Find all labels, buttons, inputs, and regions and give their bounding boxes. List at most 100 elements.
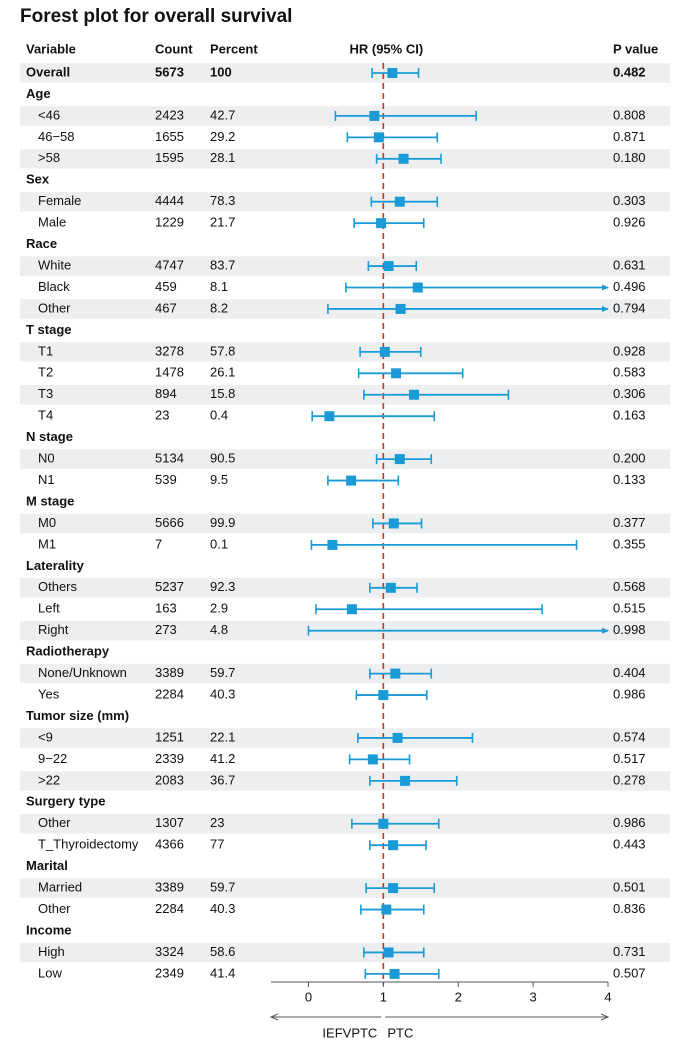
row-percent: 41.4 [210,965,235,980]
row-band [20,63,670,83]
row-label: Left [38,601,60,616]
row-label: White [38,257,71,272]
row-p-value: 0.986 [613,815,646,830]
group-header: T stage [26,322,72,337]
hr-marker [409,389,420,400]
row-percent: 57.8 [210,343,235,358]
row-label: N0 [38,451,55,466]
row-p-value: 0.808 [613,107,646,122]
hr-marker [324,411,335,422]
hr-marker [394,454,405,465]
hr-marker [388,840,399,851]
group-header: Race [26,236,57,251]
row-band [20,385,670,405]
row-p-value: 0.133 [613,472,646,487]
row-count: 1229 [155,215,184,230]
row-count: 5673 [155,64,184,79]
row-percent: 15.8 [210,386,235,401]
hr-marker [412,282,423,293]
row-band [20,814,670,834]
row-percent: 8.1 [210,279,228,294]
row-count: 1251 [155,729,184,744]
hr-marker [373,132,384,143]
hr-marker [395,303,406,314]
row-count: 5237 [155,579,184,594]
row-percent: 21.7 [210,215,235,230]
row-p-value: 0.926 [613,215,646,230]
row-label: Female [38,193,81,208]
row-band [20,878,670,898]
row-count: 1307 [155,815,184,830]
row-band [20,342,670,362]
row-percent: 77 [210,837,224,852]
row-p-value: 0.163 [613,408,646,423]
hr-marker [389,968,400,979]
hr-marker [327,539,338,550]
row-p-value: 0.200 [613,451,646,466]
hr-marker [378,818,389,829]
row-percent: 99.9 [210,515,235,530]
group-header: N stage [26,429,73,444]
group-header: Sex [26,172,50,187]
row-count: 7 [155,536,162,551]
row-percent: 29.2 [210,129,235,144]
row-count: 23 [155,408,169,423]
row-count: 894 [155,386,177,401]
row-p-value: 0.306 [613,386,646,401]
column-header-count: Count [155,41,193,56]
row-count: 3389 [155,880,184,895]
hr-marker [387,68,398,78]
row-percent: 41.2 [210,751,235,766]
row-p-value: 0.404 [613,665,646,680]
row-percent: 90.5 [210,451,235,466]
row-band [20,513,670,534]
hr-marker [391,368,402,379]
row-p-value: 0.482 [613,64,646,79]
row-percent: 26.1 [210,365,235,380]
left-direction-label: IEFVPTC [322,1025,377,1040]
row-label: <46 [38,107,60,122]
row-bands [20,63,670,963]
row-percent: 42.7 [210,107,235,122]
row-percent: 59.7 [210,665,235,680]
row-count: 4366 [155,837,184,852]
row-count: 5666 [155,515,184,530]
row-percent: 22.1 [210,729,235,744]
group-header: M stage [26,493,74,508]
row-count: 273 [155,622,177,637]
row-band [20,256,670,276]
row-band [20,149,670,169]
row-p-value: 0.515 [613,601,646,616]
row-label: T3 [38,386,53,401]
hr-marker [383,947,394,958]
hr-marker [383,261,394,272]
row-count: 1478 [155,365,184,380]
row-label: N1 [38,472,55,487]
hr-marker [392,732,403,743]
row-band [20,578,670,598]
row-percent: 58.6 [210,944,235,959]
group-header: Surgery type [26,794,105,809]
row-label: T2 [38,365,53,380]
row-band [20,771,670,791]
hr-marker [385,582,396,593]
column-header-variable: Variable [26,41,76,56]
row-label: <9 [38,729,53,744]
row-percent: 2.9 [210,601,228,616]
row-count: 1595 [155,150,184,165]
row-count: 2284 [155,686,184,701]
row-p-value: 0.568 [613,579,646,594]
row-count: 539 [155,472,177,487]
row-percent: 83.7 [210,257,235,272]
row-percent: 0.4 [210,408,228,423]
column-header-hr: HR (95% CI) [349,41,423,56]
row-label: M1 [38,536,56,551]
hr-marker [388,883,399,894]
hr-marker [346,475,357,486]
row-label: 46−58 [38,129,75,144]
row-p-value: 0.998 [613,622,646,637]
row-label: >22 [38,772,60,787]
group-header: Income [26,922,72,937]
row-label: Right [38,622,69,637]
